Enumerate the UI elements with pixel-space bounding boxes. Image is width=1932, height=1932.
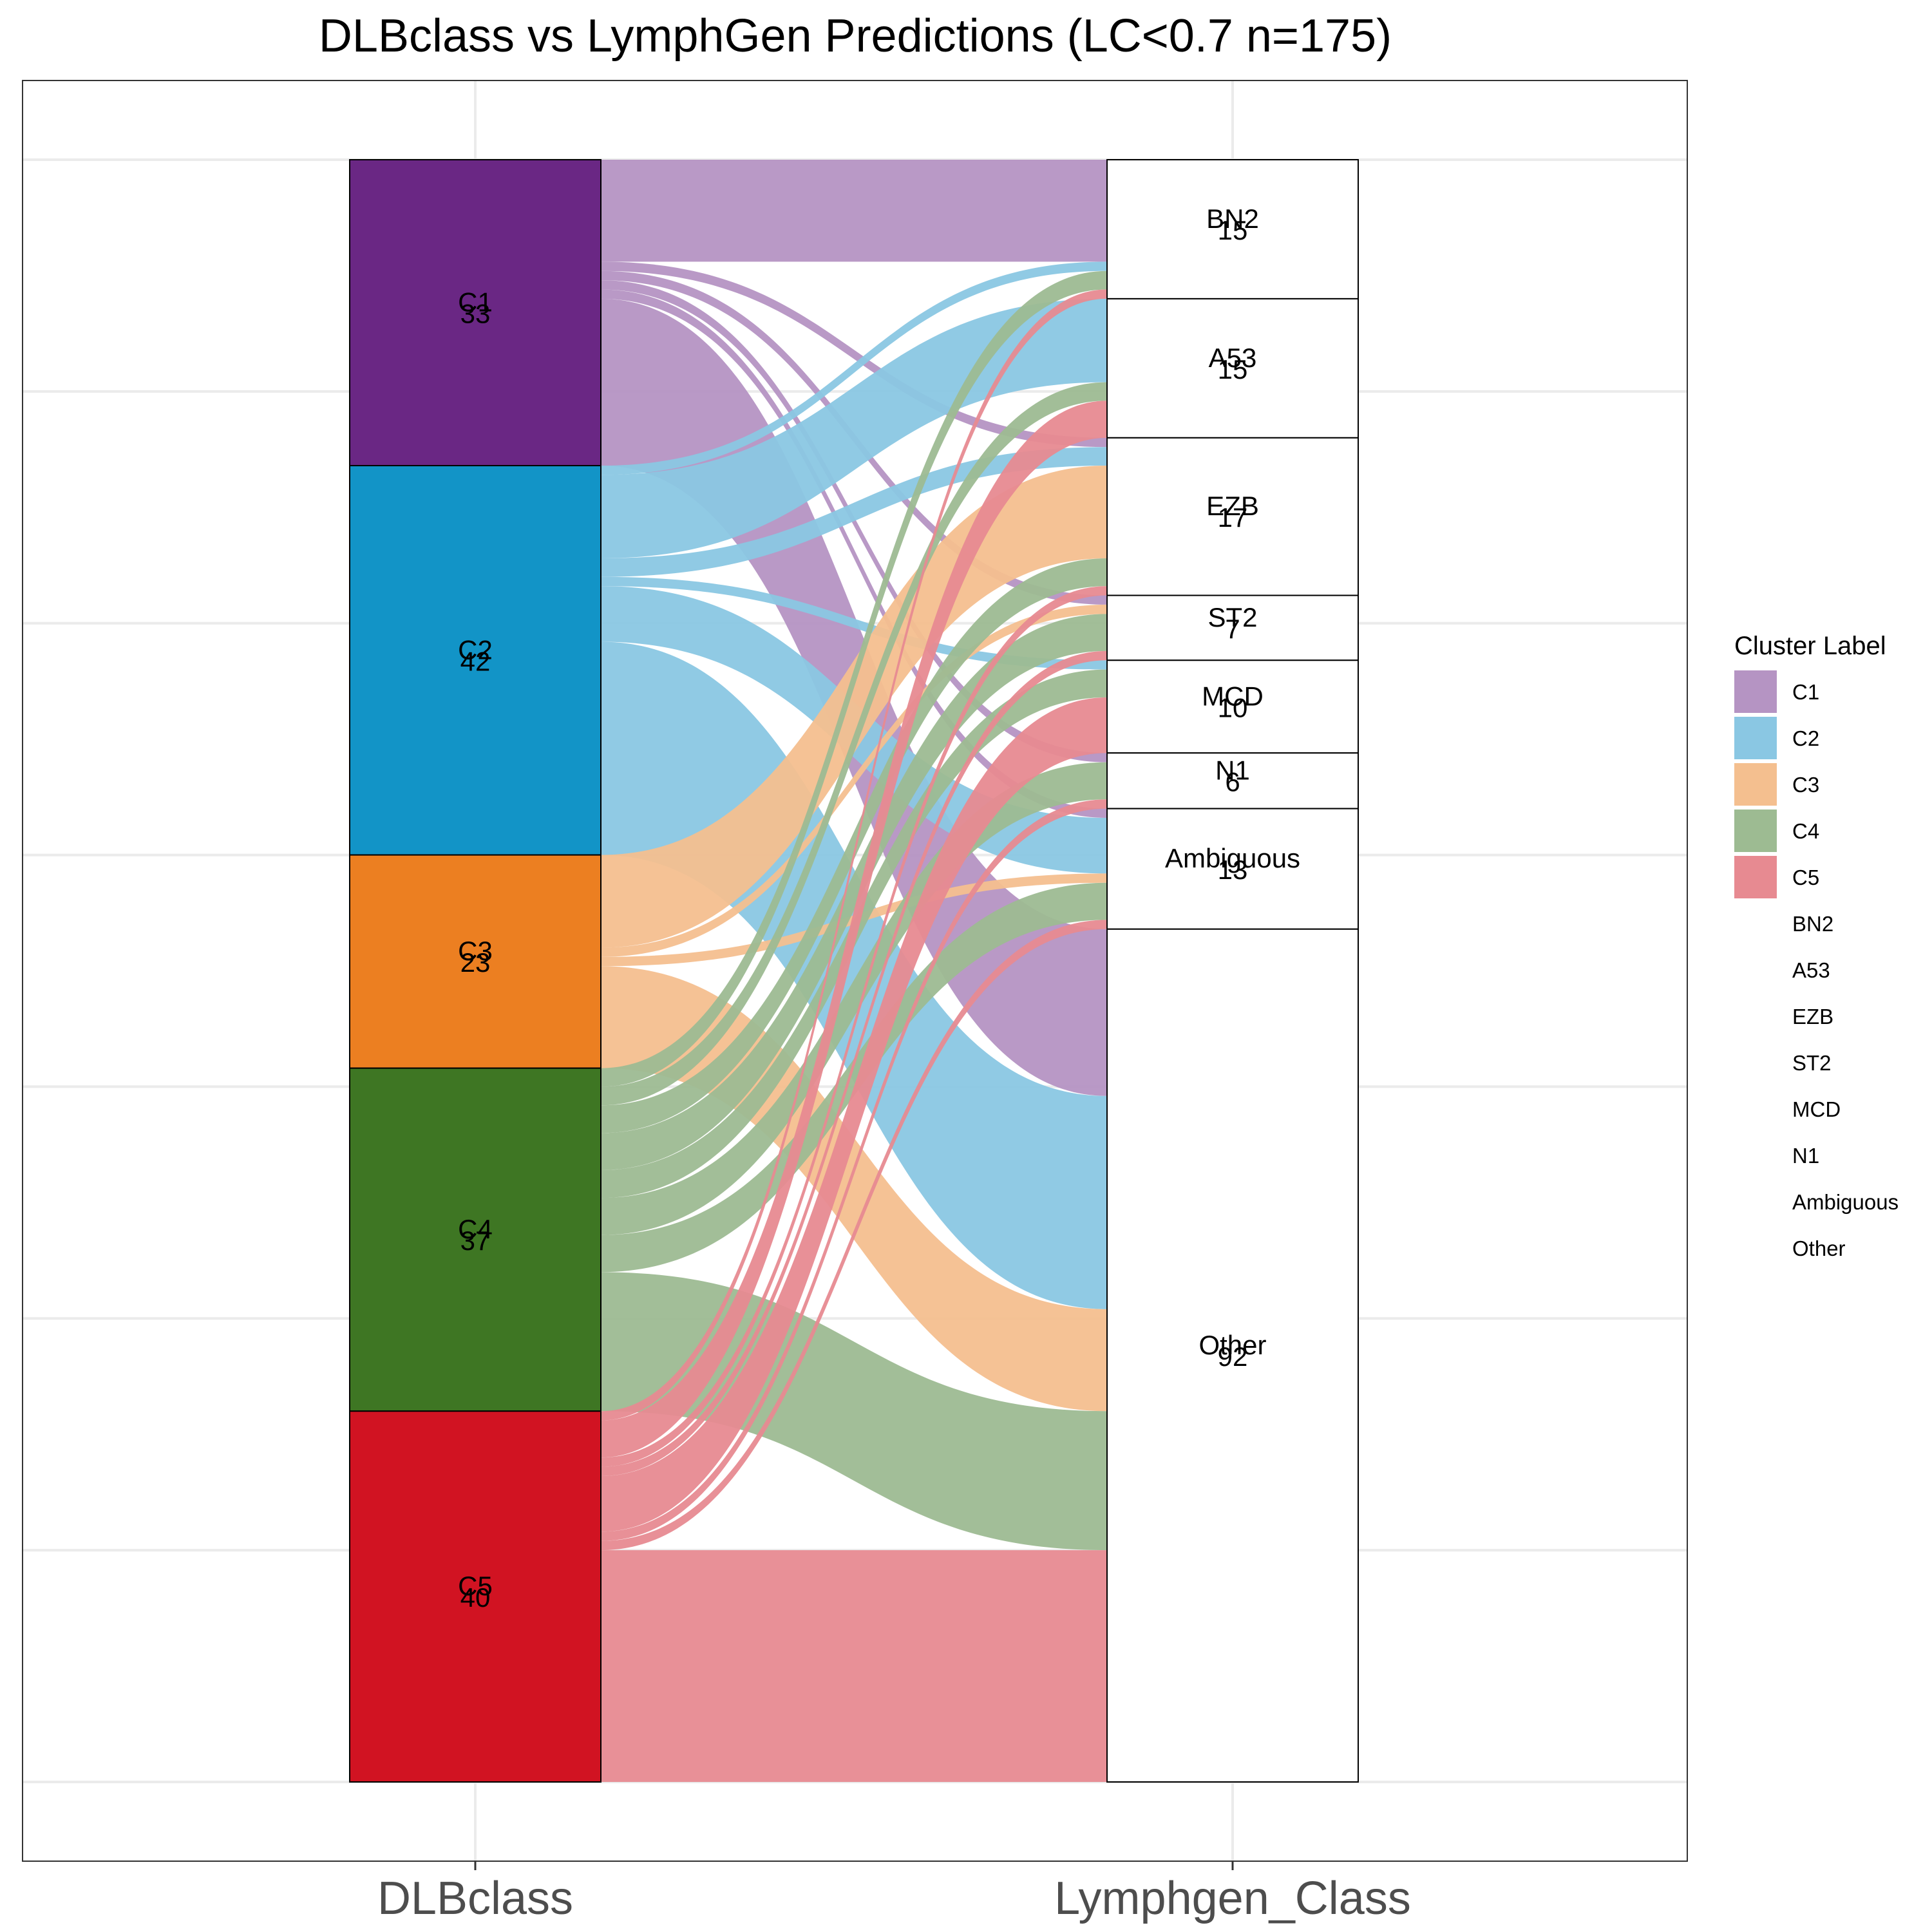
flow-c5-to-ezb [601,586,1107,1467]
stratum-a53 [1106,298,1359,439]
stratum-count: 15 [1218,215,1248,245]
stratum-label: Other [1198,1330,1266,1360]
flow-c5-to-ambiguous [601,920,1107,1551]
flow-c5-to-other [601,1550,1107,1782]
flow-c4-to-ezb [601,558,1107,1133]
stratum-st2 [1106,594,1359,661]
flows-layer [601,160,1107,1782]
stratum-count: 13 [1218,855,1248,885]
flow-c2-to-bn2 [601,261,1107,475]
stratum-ezb [1106,437,1359,596]
legend-label-ezb: EZB [1792,1005,1833,1028]
stratum-label: A53 [1209,343,1257,373]
stratum-count: 10 [1218,692,1248,723]
flow-c5-to-n1 [601,799,1107,1541]
stratum-count: 42 [460,646,491,676]
stratum-label: C5 [458,1571,493,1601]
stratum-count: 33 [460,299,491,329]
flow-c4-to-a53 [601,382,1107,1106]
flow-c3-to-st2 [601,604,1107,957]
flow-c1-to-ezb [601,261,1107,448]
flow-c5-to-mcd [601,697,1107,1532]
stratum-count: 15 [1218,354,1248,384]
flow-c5-to-a53 [601,401,1107,1458]
legend-label-ambiguous: Ambiguous [1792,1190,1899,1214]
flow-c4-to-ambiguous [601,882,1107,1273]
stratum-count: 37 [460,1226,491,1256]
flow-c2-to-mcd [601,576,1107,670]
flow-c4-to-bn2 [601,270,1107,1087]
legend-label-c5: C5 [1792,866,1819,889]
stratum-count: 6 [1225,766,1240,797]
stratum-label: MCD [1202,681,1264,711]
legend-label-n1: N1 [1792,1144,1819,1168]
flow-c4-to-st2 [601,614,1107,1170]
stratum-count: 40 [460,1582,491,1613]
stratum-bn2 [1106,159,1359,299]
stratum-c3 [349,854,601,1069]
legend-label-c4: C4 [1792,819,1819,843]
legend-key-c5 [1734,856,1777,898]
flow-c4-to-n1 [601,762,1107,1235]
stratum-label: C2 [458,634,493,665]
legend-label-st2: ST2 [1792,1051,1832,1075]
legend-key-c1 [1734,670,1777,713]
stratum-ambiguous [1106,808,1359,930]
stratum-c2 [349,465,601,856]
stratum-c4 [349,1067,601,1412]
stratum-count: 23 [460,947,491,978]
stratum-label: C1 [458,287,493,317]
stratum-label: C3 [458,936,493,966]
stratum-label: Ambiguous [1165,843,1300,873]
flow-c5-to-st2 [601,650,1107,1476]
stratum-label: ST2 [1208,602,1257,632]
legend-label-c1: C1 [1792,680,1819,704]
panel-border [22,80,1688,1862]
flow-c1-to-bn2 [601,160,1107,262]
legend-key-c2 [1734,717,1777,759]
stratum-label: N1 [1215,755,1250,785]
stratum-count: 7 [1225,614,1240,644]
flow-c2-to-ezb [601,447,1107,577]
legend-label-mcd: MCD [1792,1097,1841,1121]
stratum-label: EZB [1206,491,1259,521]
x-axis: DLBclass Lymphgen_Class [377,1861,1411,1924]
legend-title: Cluster Label [1734,632,1886,660]
flow-c1-to-ambiguous [601,289,1107,818]
legend-label-other: Other [1792,1236,1846,1260]
flow-c5-to-bn2 [601,289,1107,1421]
stratum-c1 [349,159,601,467]
legend: Cluster Label C1 C2 C3 C4 C5 BN2 A53 EZB ST2 MCD N1… [1734,632,1899,1260]
legend-label-bn2: BN2 [1792,912,1833,936]
legend-label-c3: C3 [1792,773,1819,797]
flow-c3-to-other [601,966,1107,1412]
chart-title: DLBclass vs LymphGen Predictions (LC<0.7… [319,10,1392,62]
stratum-count: 17 [1218,502,1248,533]
stratum-other [1106,928,1359,1783]
stratum-label: C4 [458,1214,493,1244]
stratum-label: BN2 [1206,204,1259,234]
flow-c2-to-other [601,641,1107,1309]
legend-label-c2: C2 [1792,726,1819,750]
legend-label-a53: A53 [1792,958,1830,982]
stratum-c5 [349,1410,601,1783]
legend-key-c4 [1734,810,1777,852]
stratum-count: 92 [1218,1341,1248,1372]
flow-c3-to-ezb [601,466,1107,948]
legend-key-c3 [1734,763,1777,806]
x-tick-label: Lymphgen_Class [1054,1873,1411,1924]
stratum-mcd [1106,659,1359,754]
lymphgen-strata: BN215A5315EZB17ST27MCD10N16Ambiguous13Ot… [1106,159,1359,1783]
x-tick-label: DLBclass [377,1873,573,1924]
stratum-n1 [1106,752,1359,810]
